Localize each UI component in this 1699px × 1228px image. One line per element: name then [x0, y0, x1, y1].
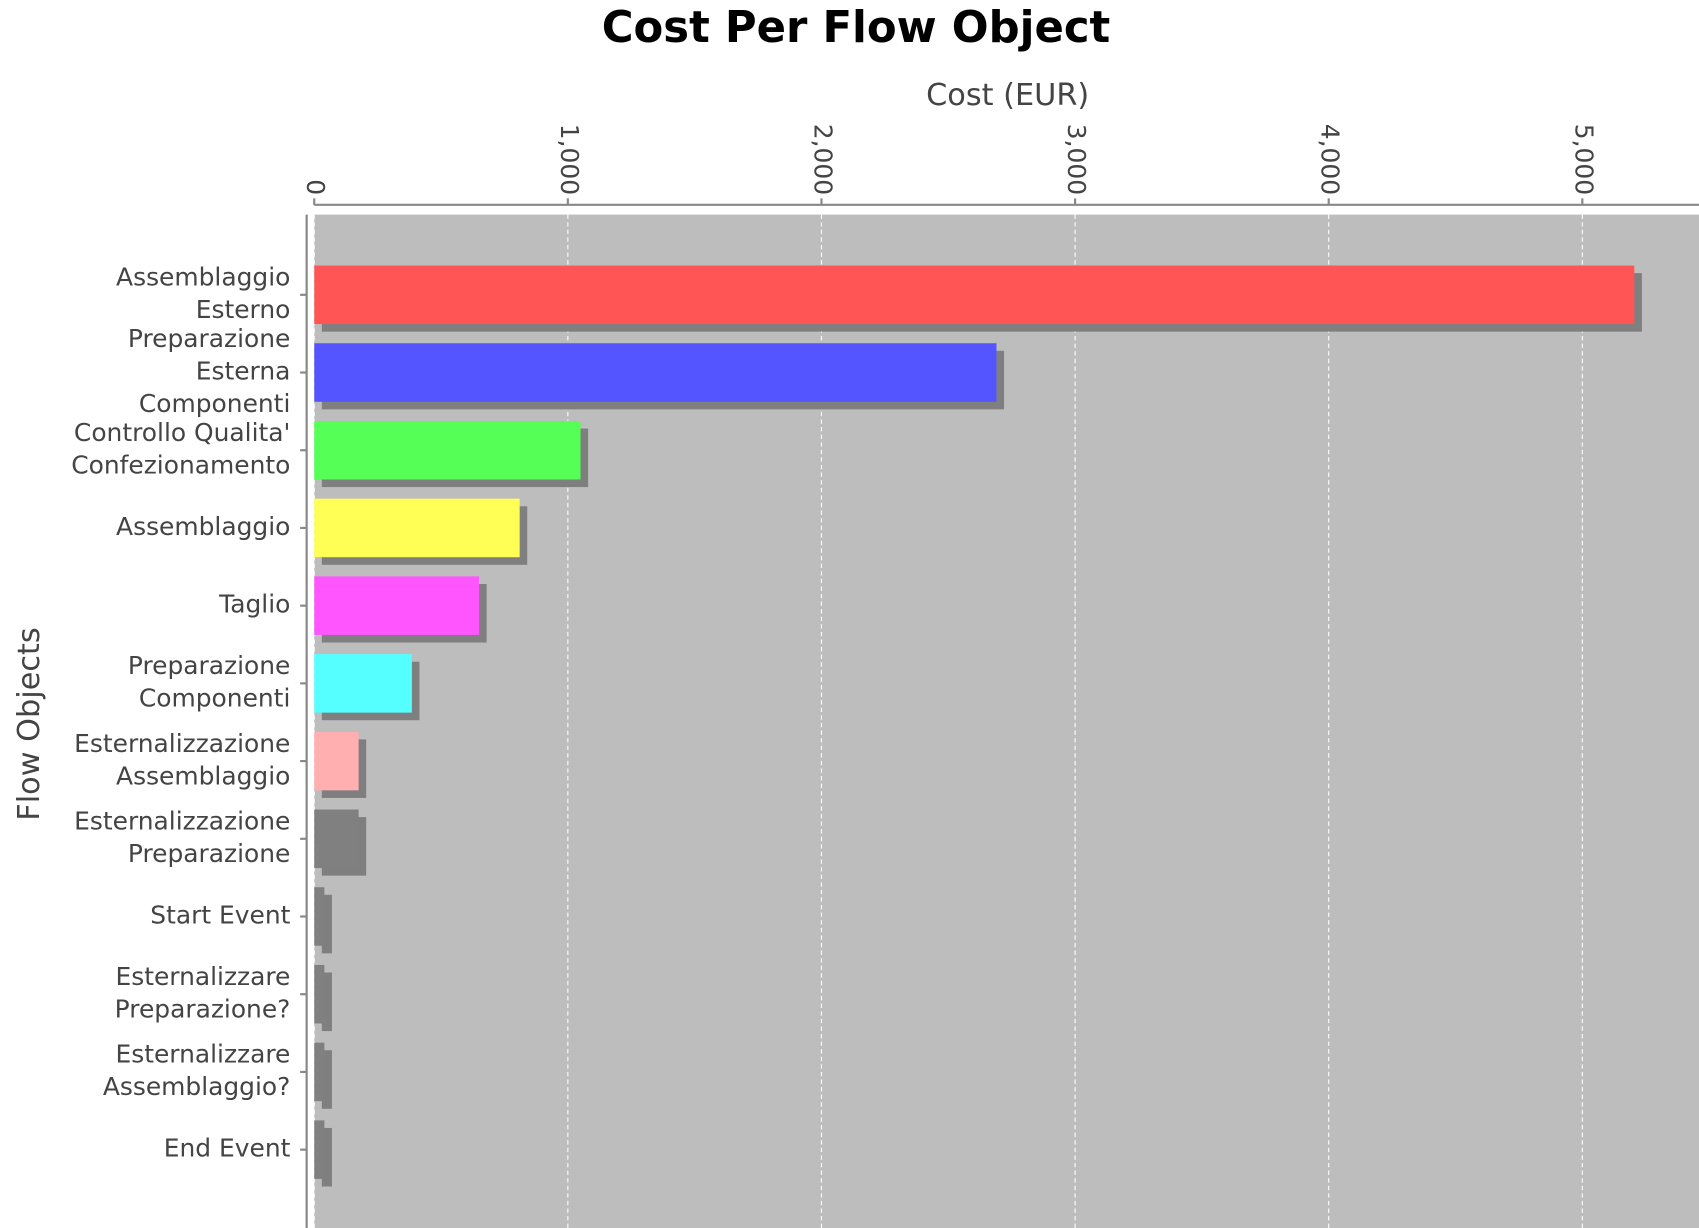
bar-shadow [321, 1050, 332, 1109]
y-tick-label: Esternalizzazione [74, 807, 290, 836]
y-tick-label: Esternalizzare [115, 962, 290, 991]
bar [314, 420, 581, 480]
x-tick-label: 2,000 [808, 124, 837, 195]
x-tick-label: 5,000 [1569, 124, 1598, 195]
x-tick-label: 0 [301, 179, 330, 195]
bar-shadow [321, 972, 332, 1032]
y-tick-label: Assemblaggio? [103, 1072, 291, 1101]
y-tick-label: Componenti [139, 684, 291, 713]
y-tick-label: End Event [164, 1134, 291, 1163]
bar [314, 731, 359, 791]
x-tick-label: 1,000 [555, 124, 584, 195]
x-tick-label: 3,000 [1062, 124, 1091, 195]
bar [314, 1120, 325, 1179]
y-tick-label: Preparazione [128, 839, 290, 868]
bar-shadow [321, 1127, 332, 1187]
y-tick-label: Esterno [196, 295, 291, 324]
y-tick-label: Preparazione [128, 651, 290, 680]
y-tick-label: Controllo Qualita' [74, 418, 290, 447]
y-axis-title: Flow Objects [12, 627, 47, 820]
y-tick-label: Assemblaggio [116, 512, 290, 541]
y-tick-label: Componenti [139, 389, 291, 418]
bar [314, 1042, 325, 1102]
y-tick-label: Preparazione [128, 324, 290, 353]
bar-shadow [321, 894, 332, 954]
bar [314, 576, 480, 635]
bar [314, 964, 325, 1024]
bar [314, 887, 325, 946]
x-tick-label: 4,000 [1316, 124, 1345, 195]
bar [314, 654, 412, 713]
y-tick-label: Confezionamento [71, 450, 290, 479]
y-tick-label: Esterna [196, 357, 291, 386]
bar [314, 498, 520, 558]
y-tick-label: Esternalizzare [115, 1040, 290, 1069]
bar [314, 809, 359, 869]
y-tick-label: Taglio [218, 590, 290, 619]
y-tick-label: Assemblaggio [116, 761, 290, 790]
bar [314, 265, 1635, 325]
y-tick-label: Preparazione? [115, 994, 291, 1023]
chart-title: Cost Per Flow Object [602, 3, 1110, 53]
y-tick-label: Esternalizzazione [74, 729, 290, 758]
y-tick-label: Assemblaggio [116, 263, 290, 292]
bar [314, 343, 997, 402]
y-tick-label: Start Event [150, 900, 290, 929]
x-axis-title: Cost (EUR) [926, 78, 1089, 113]
